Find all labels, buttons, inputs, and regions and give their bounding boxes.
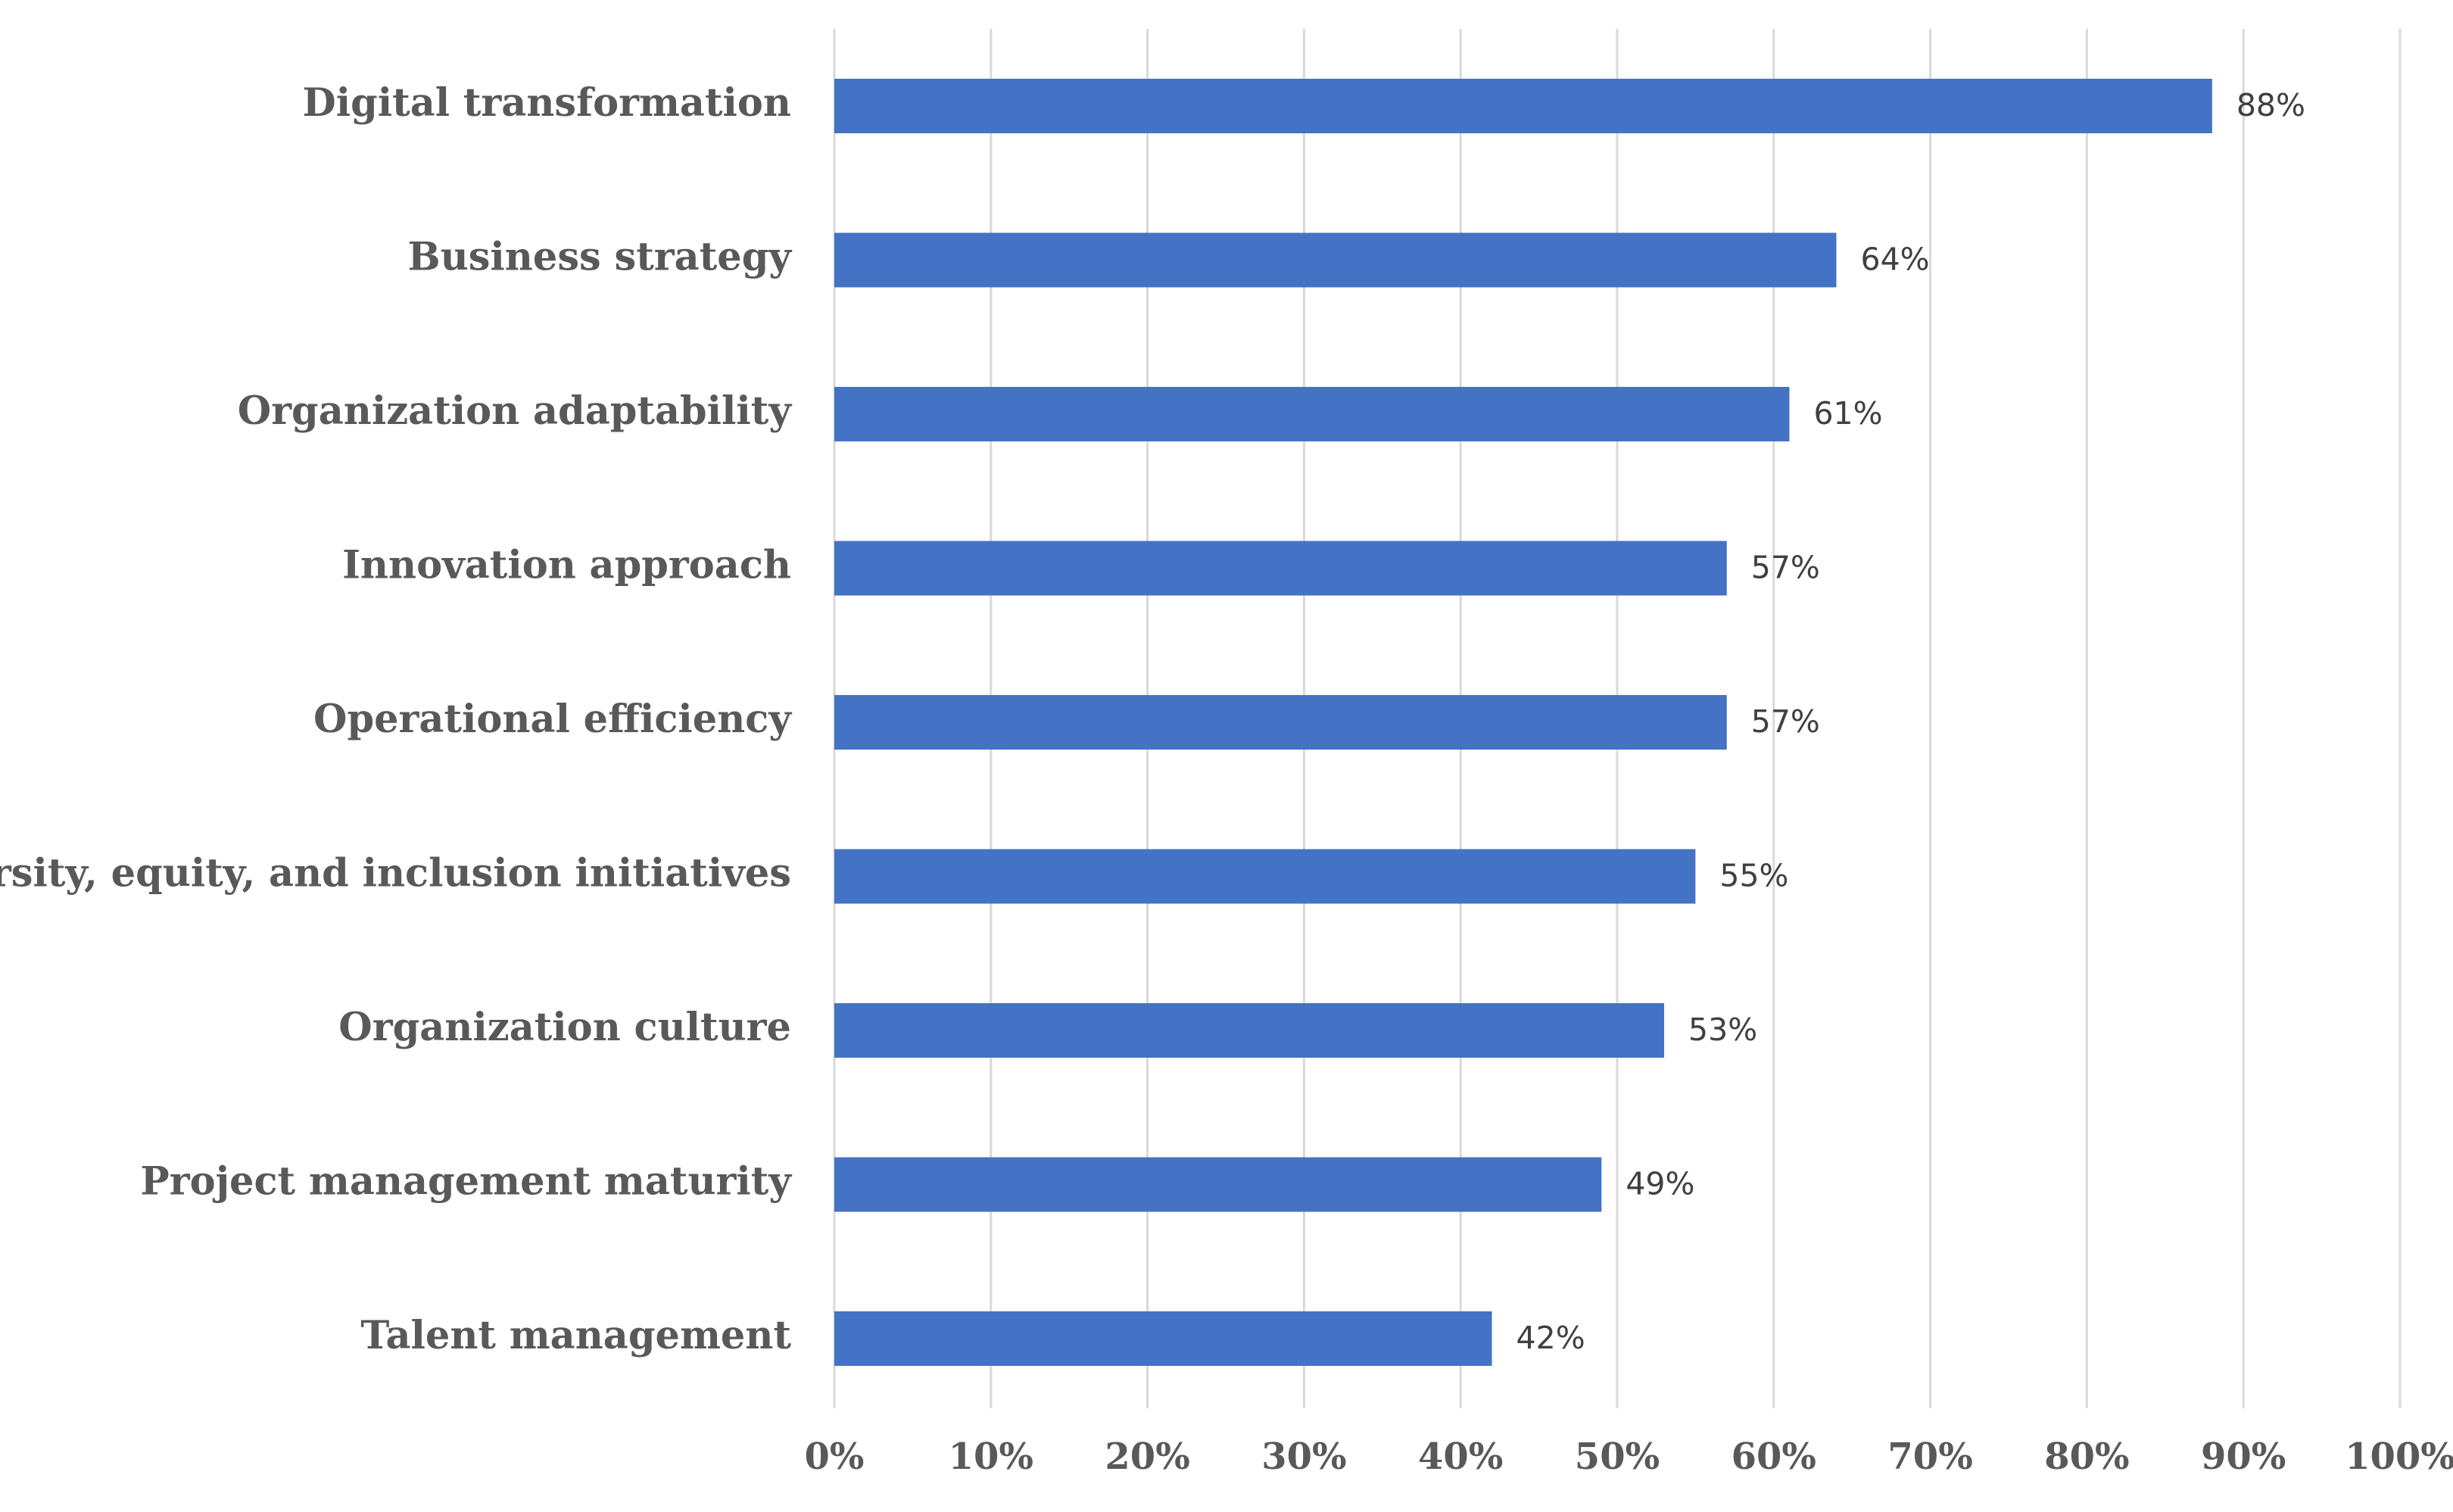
x-tick-label: 100%: [2345, 1436, 2453, 1478]
x-tick-label: 40%: [1418, 1436, 1503, 1478]
bar: [834, 1003, 1665, 1058]
x-tick-label: 70%: [1887, 1436, 1972, 1478]
bar: [834, 1157, 1602, 1212]
category-label: Diversity, equity, and inclusion initiat…: [0, 851, 791, 896]
category-label: Talent management: [360, 1313, 791, 1358]
data-labels: 88% 64% 61% 57% 57% 55% 53% 49% 42%: [1516, 87, 2305, 1356]
bar: [834, 387, 1790, 441]
data-label: 53%: [1688, 1012, 1757, 1048]
data-label: 42%: [1516, 1320, 1585, 1356]
data-label: 57%: [1751, 550, 1820, 586]
data-label: 61%: [1813, 395, 1882, 432]
x-tick-label: 20%: [1105, 1436, 1189, 1478]
bar: [834, 849, 1696, 904]
data-label: 55%: [1719, 858, 1788, 894]
data-label: 64%: [1861, 242, 1930, 278]
category-label: Organization culture: [338, 1005, 791, 1050]
x-tick-label: 90%: [2201, 1436, 2286, 1478]
x-tick-label: 0%: [804, 1436, 864, 1478]
x-tick-label: 50%: [1575, 1436, 1660, 1478]
category-label: Project management maturity: [140, 1159, 792, 1205]
bar: [834, 79, 2212, 133]
x-tick-label: 30%: [1261, 1436, 1346, 1478]
category-label: Innovation approach: [342, 543, 791, 588]
category-label: Business strategy: [408, 235, 793, 280]
data-label: 57%: [1751, 703, 1820, 740]
x-tick-label: 10%: [949, 1436, 1033, 1478]
x-tick-label: 60%: [1731, 1436, 1816, 1478]
bar: [834, 232, 1837, 288]
category-label: Organization adaptability: [238, 388, 793, 434]
category-label: Digital transformation: [303, 80, 792, 126]
bar: [834, 695, 1727, 750]
category-labels: Digital transformation Business strategy O…: [0, 80, 792, 1358]
bars: [834, 79, 2212, 1366]
x-axis-tick-labels: 0% 10% 20% 30% 40% 50% 60% 70% 80% 90% 100%: [804, 1436, 2453, 1478]
category-label: Operational efficiency: [313, 697, 792, 742]
bar: [834, 541, 1727, 596]
bar: [834, 1311, 1492, 1366]
data-label: 88%: [2236, 87, 2305, 123]
x-tick-label: 80%: [2044, 1436, 2129, 1478]
data-label: 49%: [1625, 1166, 1694, 1202]
